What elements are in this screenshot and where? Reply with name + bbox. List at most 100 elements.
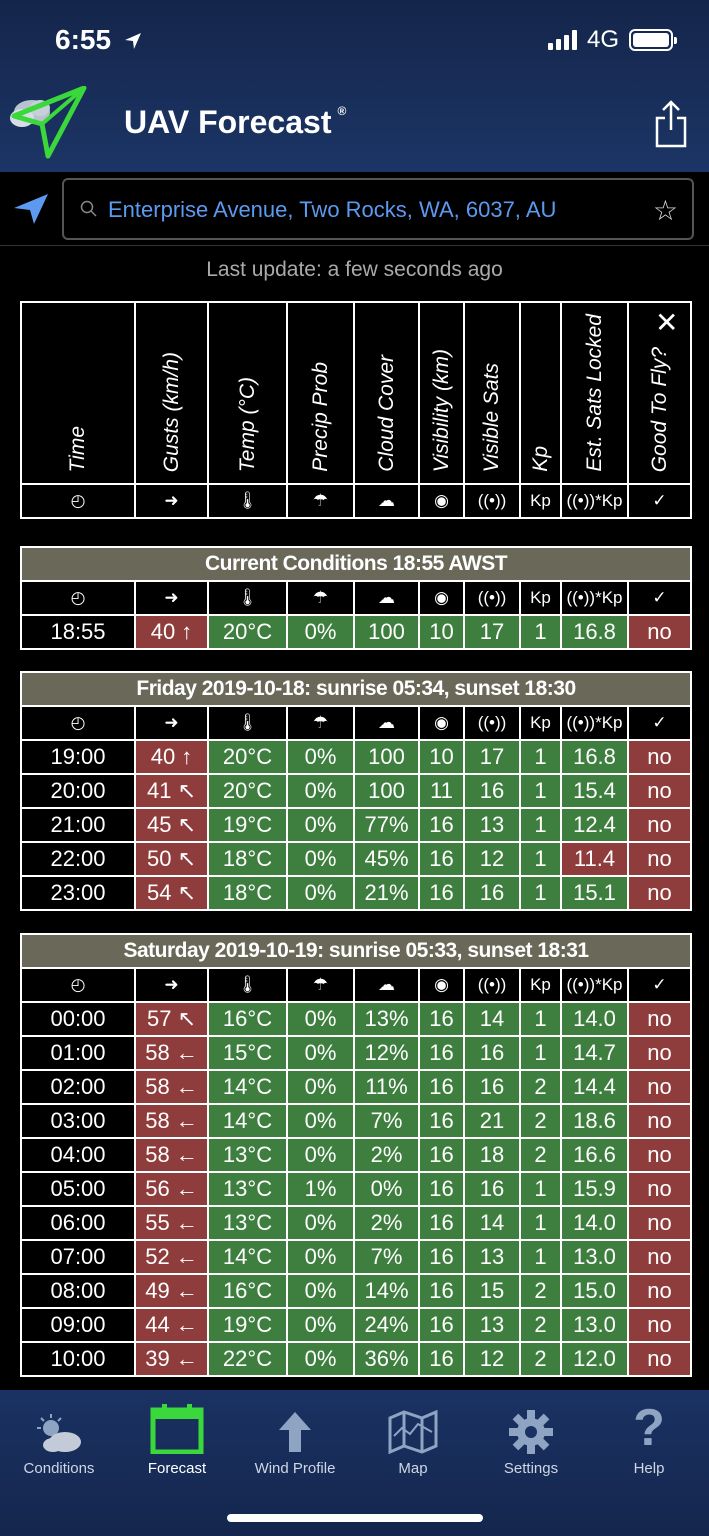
kp-icon: Kp [519,580,562,616]
good-to-fly-cell: no [626,1171,693,1207]
search-icon [80,200,97,217]
temp-cell: 18°C [207,841,288,877]
precip-cell: 0% [286,1035,355,1071]
precip-cell: 0% [286,1103,355,1139]
visible-sats-cell: 17 [463,739,521,775]
cloud-cell: 7% [353,1239,420,1275]
check-circle-icon: ✓ [627,705,692,741]
app-title-text: UAV Forecast [124,104,332,140]
kp-cell: 1 [519,1239,562,1275]
tab-map[interactable]: Map [354,1390,472,1500]
table-row: 07:00 52 ← 14°C 0% 7% 16 13 1 13.0 no [20,1239,693,1275]
col-visibility: Visibility (km) [418,301,465,485]
gusts-cell: 39 ← [134,1341,209,1377]
network-label: 4G [586,26,619,53]
cloud-cell: 100 [353,773,420,809]
rain-cloud-icon: ☂ [286,483,355,519]
thermometer-icon: 🌡 [207,580,288,616]
share-icon[interactable] [653,100,689,148]
table-row: 00:00 57 ↖ 16°C 0% 13% 16 14 1 14.0 no [20,1001,693,1037]
favorite-star-icon[interactable]: ☆ [652,195,678,226]
col-sats-locked: Est. Sats Locked [560,301,629,485]
wind-arrow-icon: ➜ [134,483,209,519]
precip-cell: 0% [286,1307,355,1343]
sats-locked-cell: 15.1 [560,875,629,911]
sats-locked-cell: 15.9 [560,1171,629,1207]
tab-settings[interactable]: Settings [472,1390,590,1500]
clock-icon: ◴ [20,967,136,1003]
visibility-cell: 16 [418,841,465,877]
gusts-cell: 58 ← [134,1137,209,1173]
status-indicators: 4G [547,26,677,54]
thermometer-icon: 🌡 [207,967,288,1003]
temp-cell: 13°C [207,1205,288,1241]
temp-cell: 19°C [207,1307,288,1343]
friday-forecast-table: Friday 2019-10-18: sunrise 05:34, sunset… [20,671,692,911]
search-input[interactable]: Enterprise Avenue, Two Rocks, WA, 6037, … [62,178,694,240]
tab-forecast[interactable]: Forecast [118,1390,236,1500]
sun-cloud-icon [37,1414,81,1452]
visible-sats-cell: 15 [463,1273,521,1309]
cloud-cell: 45% [353,841,420,877]
sats-locked-cell: 15.4 [560,773,629,809]
time-cell: 18:55 [20,614,136,650]
cloud-icon: ☁ [353,580,420,616]
gusts-cell: 55 ← [134,1205,209,1241]
tab-wind-profile[interactable]: Wind Profile [236,1390,354,1500]
temp-cell: 13°C [207,1171,288,1207]
tab-conditions[interactable]: Conditions [0,1390,118,1500]
sats-locked-cell: 12.0 [560,1341,629,1377]
close-icon[interactable]: ✕ [655,307,679,338]
location-services-icon [124,33,141,49]
cloud-cell: 21% [353,875,420,911]
temp-cell: 13°C [207,1137,288,1173]
sats-locked-cell: 13.0 [560,1307,629,1343]
cloud-cell: 24% [353,1307,420,1343]
time-cell: 06:00 [20,1205,136,1241]
good-to-fly-cell: no [626,1035,693,1071]
visibility-cell: 10 [418,739,465,775]
sats-locked-cell: 16.8 [560,614,629,650]
visibility-cell: 16 [418,875,465,911]
table-row: 01:00 58 ← 15°C 0% 12% 16 16 1 14.7 no [20,1035,693,1071]
good-to-fly-cell: no [627,739,692,775]
table-row: 18:55 40 ↑ 20°C 0% 100 10 17 1 16.8 no [20,614,693,650]
gusts-cell: 40 ↑ [134,739,209,775]
kp-icon: Kp [519,705,562,741]
kp-cell: 1 [519,1035,562,1071]
sats-locked-cell: 12.4 [560,807,629,843]
visibility-cell: 16 [418,1171,465,1207]
clock-label: 6:55 [55,24,112,55]
check-circle-icon: ✓ [626,580,693,616]
tab-label: Help [633,1460,665,1477]
cloud-cell: 100 [353,614,420,650]
kp-cell: 1 [519,614,562,650]
app-header: 6:55 4G UAV Forecast ® [0,0,709,172]
tab-help[interactable]: ? Help [590,1390,708,1500]
thermometer-icon: 🌡 [207,705,288,741]
kp-cell: 1 [519,1205,562,1241]
current-location-icon[interactable] [12,192,50,226]
visible-sats-cell: 12 [463,841,521,877]
temp-cell: 14°C [207,1069,288,1105]
visibility-cell: 16 [418,1239,465,1275]
gusts-cell: 54 ↖ [134,875,209,911]
good-to-fly-cell: no [627,875,692,911]
visible-sats-cell: 16 [463,875,521,911]
visible-sats-cell: 13 [463,1239,521,1275]
kp-cell: 1 [519,807,562,843]
satellite-icon: ((•)) [463,705,521,741]
kp-cell: 2 [519,1103,562,1139]
kp-cell: 2 [519,1341,562,1377]
gusts-cell: 49 ← [134,1273,209,1309]
tab-label: Settings [503,1460,559,1477]
time-cell: 20:00 [20,773,136,809]
section-title: Friday 2019-10-18: sunrise 05:34, sunset… [20,671,692,707]
gusts-cell: 44 ← [134,1307,209,1343]
wind-arrow-icon: ➜ [134,967,209,1003]
home-indicator[interactable] [227,1514,483,1522]
app-logo-icon [10,86,87,159]
gusts-cell: 52 ← [134,1239,209,1275]
gusts-cell: 45 ↖ [134,807,209,843]
table-row: 10:00 39 ← 22°C 0% 36% 16 12 2 12.0 no [20,1341,693,1377]
